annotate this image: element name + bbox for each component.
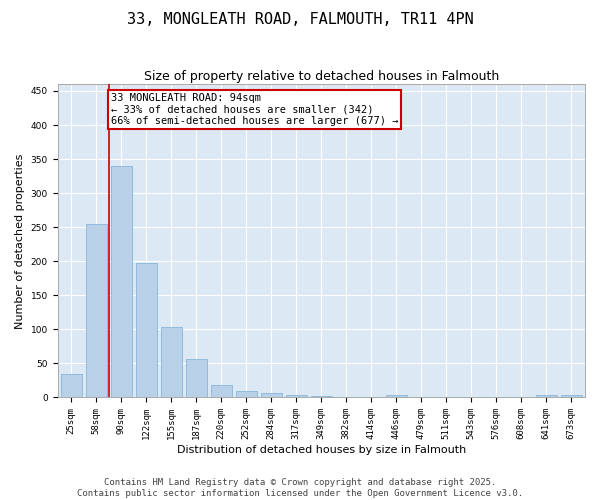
Bar <box>311 396 332 398</box>
Bar <box>236 390 257 398</box>
Bar <box>211 385 232 398</box>
Bar <box>161 328 182 398</box>
Bar <box>136 264 157 398</box>
Bar <box>110 166 132 398</box>
Bar <box>386 396 407 398</box>
X-axis label: Distribution of detached houses by size in Falmouth: Distribution of detached houses by size … <box>176 445 466 455</box>
Bar <box>560 396 582 398</box>
Bar <box>61 374 82 398</box>
Bar <box>260 392 282 398</box>
Bar <box>536 396 557 398</box>
Bar <box>286 394 307 398</box>
Bar <box>86 224 107 398</box>
Bar <box>185 358 207 398</box>
Text: Contains HM Land Registry data © Crown copyright and database right 2025.
Contai: Contains HM Land Registry data © Crown c… <box>77 478 523 498</box>
Text: 33, MONGLEATH ROAD, FALMOUTH, TR11 4PN: 33, MONGLEATH ROAD, FALMOUTH, TR11 4PN <box>127 12 473 28</box>
Text: 33 MONGLEATH ROAD: 94sqm
← 33% of detached houses are smaller (342)
66% of semi-: 33 MONGLEATH ROAD: 94sqm ← 33% of detach… <box>111 93 398 126</box>
Bar <box>335 397 357 398</box>
Y-axis label: Number of detached properties: Number of detached properties <box>15 153 25 328</box>
Title: Size of property relative to detached houses in Falmouth: Size of property relative to detached ho… <box>143 70 499 83</box>
